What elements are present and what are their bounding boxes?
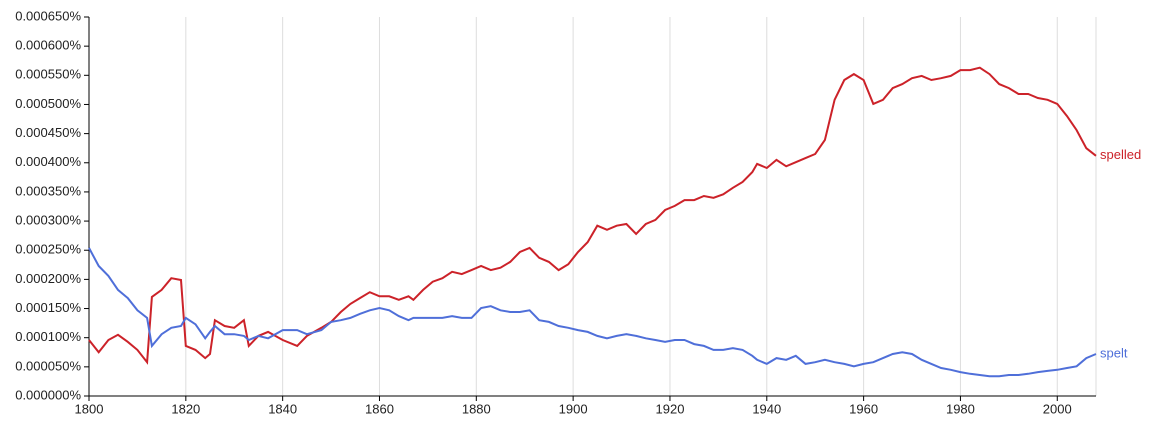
y-tick-label: 0.000450% — [15, 125, 81, 140]
y-tick-label: 0.000200% — [15, 271, 81, 286]
x-tick-label: 1960 — [849, 401, 878, 416]
y-tick-label: 0.000100% — [15, 329, 81, 344]
line-series — [88, 66, 1097, 365]
y-tick-label: 0.000350% — [15, 183, 81, 198]
x-tick-label: 1820 — [171, 401, 200, 416]
y-tick-label: 0.000550% — [15, 67, 81, 82]
x-tick-label: 1920 — [656, 401, 685, 416]
y-tick-label: 0.000400% — [15, 154, 81, 169]
x-tick-label: 1980 — [946, 401, 975, 416]
y-tick-label: 0.000050% — [15, 358, 81, 373]
y-tick-label: 0.000250% — [15, 242, 81, 257]
x-tick-label: 2000 — [1043, 401, 1072, 416]
series-label: spelled — [1100, 147, 1141, 162]
y-tick-label: 0.000500% — [15, 96, 81, 111]
x-tick-label: 1940 — [752, 401, 781, 416]
x-tick-label: 1840 — [268, 401, 297, 416]
series-label: spelt — [1100, 345, 1128, 360]
y-tick-label: 0.000150% — [15, 300, 81, 315]
x-tick-label: 1880 — [462, 401, 491, 416]
y-tick-label: 0.000650% — [15, 8, 81, 23]
x-tick-label: 1900 — [559, 401, 588, 416]
x-tick-label: 1860 — [365, 401, 394, 416]
x-tick-label: 1800 — [75, 401, 104, 416]
y-tick-label: 0.000600% — [15, 38, 81, 53]
y-tick-label: 0.000300% — [15, 213, 81, 228]
y-tick-label: 0.000000% — [15, 387, 81, 402]
line-series — [88, 247, 1097, 378]
